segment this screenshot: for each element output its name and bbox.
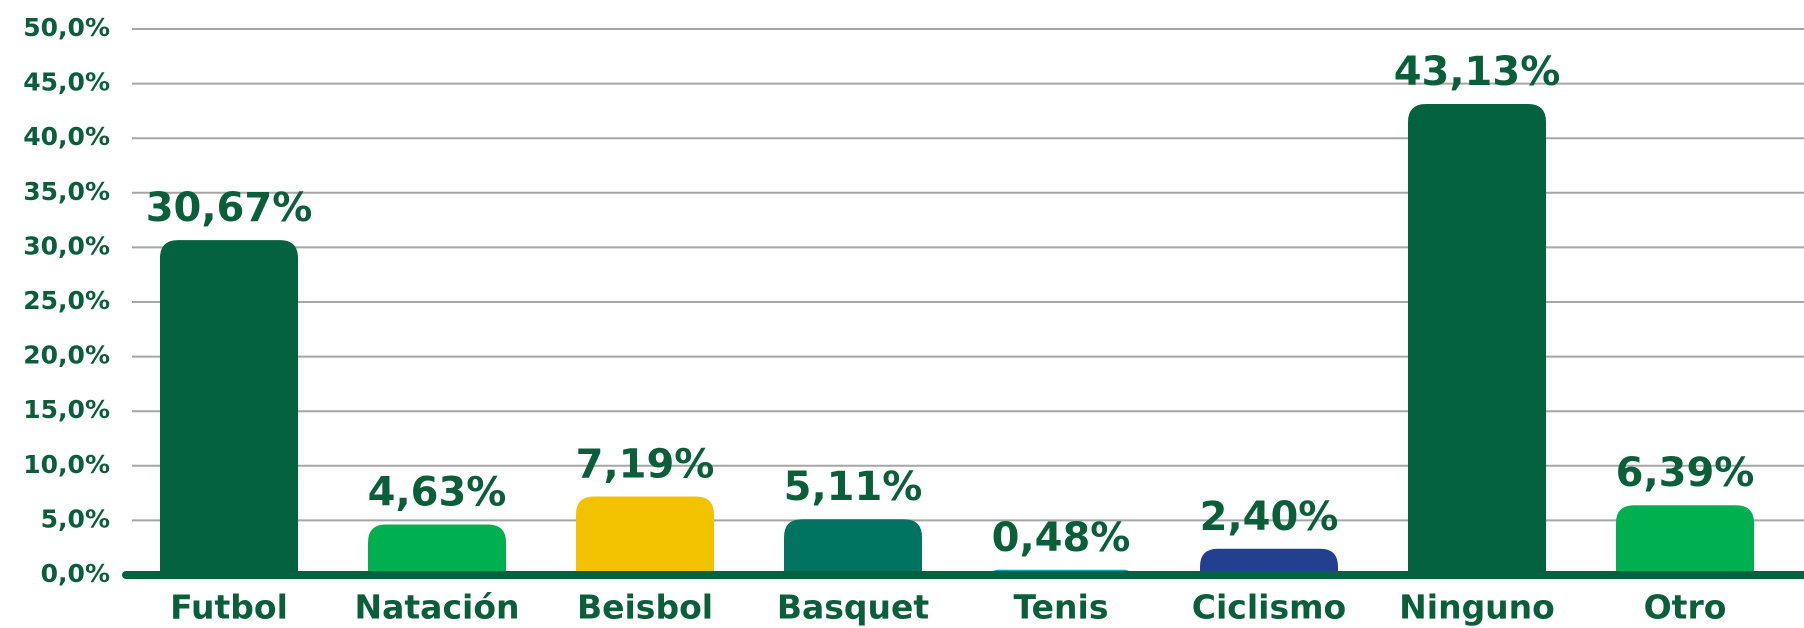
bar [1408,104,1546,576]
data-label: 4,63% [368,469,507,515]
y-tick-label: 40,0% [23,122,110,151]
y-tick-label: 45,0% [23,68,110,97]
y-tick-label: 20,0% [23,341,110,370]
bar [368,524,506,575]
x-tick-label: Ciclismo [1192,588,1346,627]
x-tick-label: Otro [1644,588,1727,627]
y-tick-label: 5,0% [41,504,110,533]
bar [160,240,298,575]
x-tick-label: Ninguno [1399,588,1555,627]
bar [576,496,714,575]
bar [784,519,922,575]
y-tick-label: 0,0% [41,559,110,588]
x-tick-label: Tenis [1014,588,1109,627]
data-label: 30,67% [146,185,313,231]
bar [1616,505,1754,575]
y-tick-label: 25,0% [23,286,110,315]
data-label: 0,48% [992,515,1131,561]
x-tick-label: Basquet [777,588,930,627]
y-tick-label: 15,0% [23,395,110,424]
y-tick-label: 50,0% [23,13,110,42]
bar [1200,548,1338,575]
x-tick-label: Futbol [170,588,288,627]
y-tick-label: 30,0% [23,231,110,260]
data-label: 5,11% [784,464,923,510]
x-tick-label: Beisbol [577,588,713,627]
data-label: 7,19% [576,441,715,487]
data-label: 2,40% [1200,494,1339,540]
data-label: 43,13% [1394,49,1561,95]
x-tick-label: Natación [355,588,520,627]
y-tick-label: 10,0% [23,450,110,479]
y-tick-label: 35,0% [23,177,110,206]
data-label: 6,39% [1616,450,1755,496]
